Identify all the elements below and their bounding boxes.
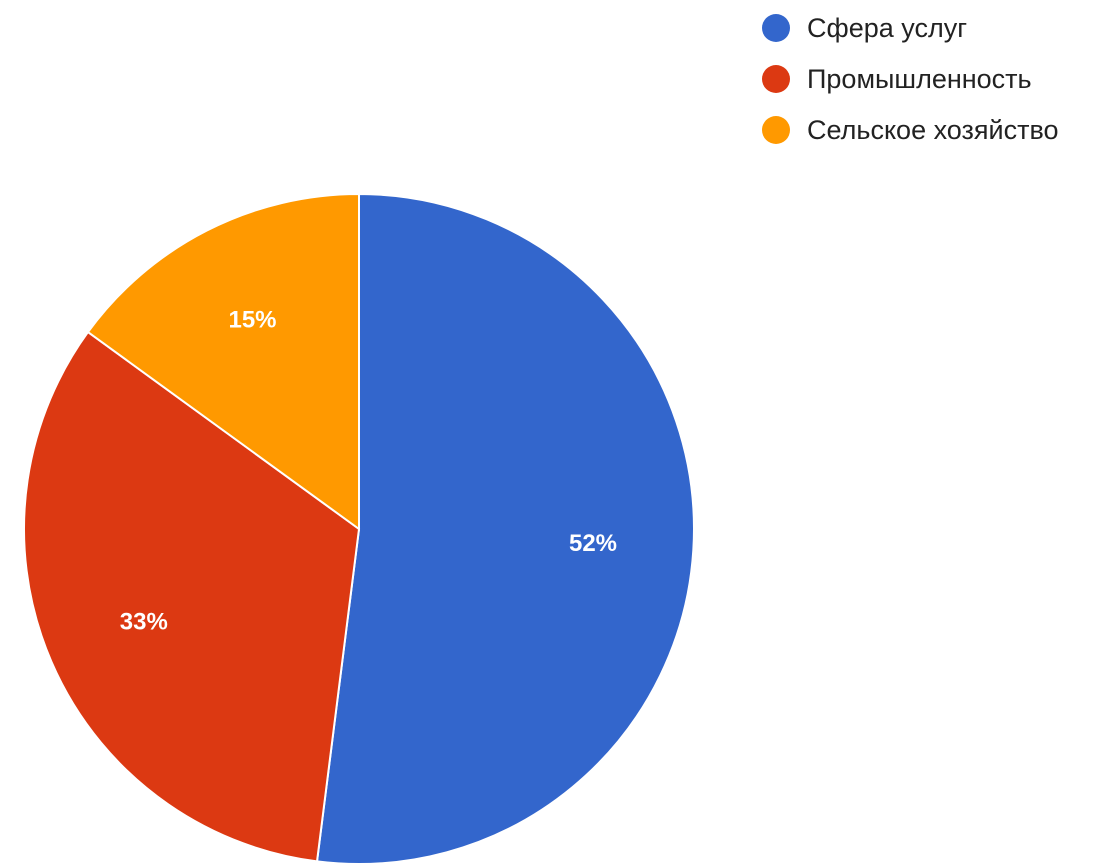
legend-swatch-1 [762,14,790,42]
legend-item-3[interactable]: Сельское хозяйство [762,115,1059,145]
legend-item-2[interactable]: Промышленность [762,64,1032,94]
legend-label-3: Сельское хозяйство [807,115,1059,145]
legend-swatch-3 [762,116,790,144]
pie-slice-2-label: 33% [120,609,168,636]
pie-slice-2[interactable] [22,330,361,863]
pie-slice-1-label: 52% [569,530,617,557]
pie-slice-1[interactable] [315,192,695,864]
legend-item-1[interactable]: Сфера услуг [762,13,967,43]
legend: Сфера услуг Промышленность Сельское хозяйс… [762,13,1059,145]
legend-swatch-2 [762,65,790,93]
legend-label-2: Промышленность [807,64,1032,94]
pie-slice-3[interactable] [86,192,360,531]
pie-slice-3-label: 15% [228,307,276,334]
legend-label-1: Сфера услуг [807,13,967,43]
pie-slice-labels: 52% 33% 15% [120,307,617,636]
pie-slices [22,192,695,864]
